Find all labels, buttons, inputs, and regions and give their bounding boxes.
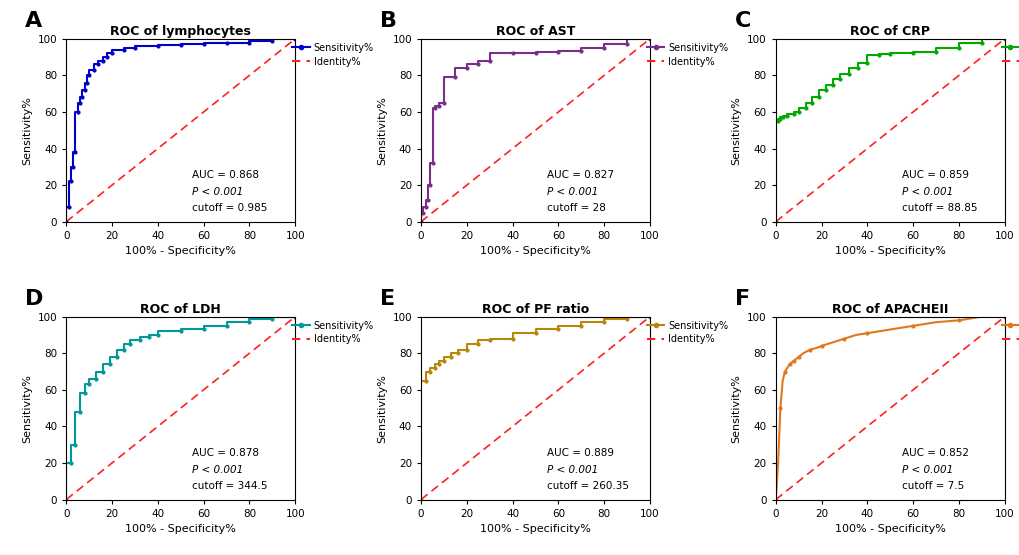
Y-axis label: Sensitivity%: Sensitivity% — [376, 374, 386, 442]
X-axis label: 100% - Specificity%: 100% - Specificity% — [834, 246, 945, 256]
Y-axis label: Sensitivity%: Sensitivity% — [731, 96, 741, 165]
Text: D: D — [25, 289, 44, 309]
Text: A: A — [25, 12, 43, 32]
Text: AUC = 0.889: AUC = 0.889 — [546, 448, 613, 458]
Title: ROC of PF ratio: ROC of PF ratio — [481, 302, 589, 316]
Text: E: E — [379, 289, 394, 309]
Legend: Sensitivity%, Identity%: Sensitivity%, Identity% — [642, 39, 732, 70]
Legend: Sensitivity%, Identity%: Sensitivity%, Identity% — [642, 317, 732, 349]
Legend: Sensitivity%, Identity%: Sensitivity%, Identity% — [997, 39, 1019, 70]
Text: cutoff = 7.5: cutoff = 7.5 — [901, 481, 963, 491]
Text: cutoff = 344.5: cutoff = 344.5 — [192, 481, 267, 491]
Text: C: C — [734, 12, 750, 32]
Title: ROC of lymphocytes: ROC of lymphocytes — [110, 24, 251, 38]
Title: ROC of AST: ROC of AST — [495, 24, 575, 38]
Text: P < 0.001: P < 0.001 — [901, 465, 952, 475]
Text: AUC = 0.878: AUC = 0.878 — [192, 448, 259, 458]
Text: P < 0.001: P < 0.001 — [192, 465, 244, 475]
Legend: Sensitivity%, Identity%: Sensitivity%, Identity% — [288, 317, 377, 349]
X-axis label: 100% - Specificity%: 100% - Specificity% — [834, 524, 945, 534]
Text: P < 0.001: P < 0.001 — [546, 465, 597, 475]
Text: P < 0.001: P < 0.001 — [546, 187, 597, 197]
Text: cutoff = 28: cutoff = 28 — [546, 203, 605, 213]
X-axis label: 100% - Specificity%: 100% - Specificity% — [125, 524, 236, 534]
Legend: Sensitivity%, Identity%: Sensitivity%, Identity% — [288, 39, 377, 70]
Text: B: B — [379, 12, 396, 32]
Text: cutoff = 88.85: cutoff = 88.85 — [901, 203, 976, 213]
Title: ROC of LDH: ROC of LDH — [141, 302, 221, 316]
Y-axis label: Sensitivity%: Sensitivity% — [22, 374, 32, 442]
X-axis label: 100% - Specificity%: 100% - Specificity% — [125, 246, 236, 256]
Y-axis label: Sensitivity%: Sensitivity% — [22, 96, 32, 165]
X-axis label: 100% - Specificity%: 100% - Specificity% — [480, 246, 590, 256]
Text: AUC = 0.868: AUC = 0.868 — [192, 170, 259, 180]
Text: AUC = 0.859: AUC = 0.859 — [901, 170, 968, 180]
Text: AUC = 0.852: AUC = 0.852 — [901, 448, 968, 458]
Text: AUC = 0.827: AUC = 0.827 — [546, 170, 613, 180]
Text: cutoff = 0.985: cutoff = 0.985 — [192, 203, 267, 213]
Text: cutoff = 260.35: cutoff = 260.35 — [546, 481, 629, 491]
Title: ROC of CRP: ROC of CRP — [850, 24, 929, 38]
Text: P < 0.001: P < 0.001 — [901, 187, 952, 197]
Legend: Sensitivity%, Identity%: Sensitivity%, Identity% — [997, 317, 1019, 349]
Y-axis label: Sensitivity%: Sensitivity% — [376, 96, 386, 165]
X-axis label: 100% - Specificity%: 100% - Specificity% — [480, 524, 590, 534]
Text: F: F — [734, 289, 749, 309]
Y-axis label: Sensitivity%: Sensitivity% — [731, 374, 741, 442]
Title: ROC of APACHEII: ROC of APACHEII — [832, 302, 948, 316]
Text: P < 0.001: P < 0.001 — [192, 187, 244, 197]
